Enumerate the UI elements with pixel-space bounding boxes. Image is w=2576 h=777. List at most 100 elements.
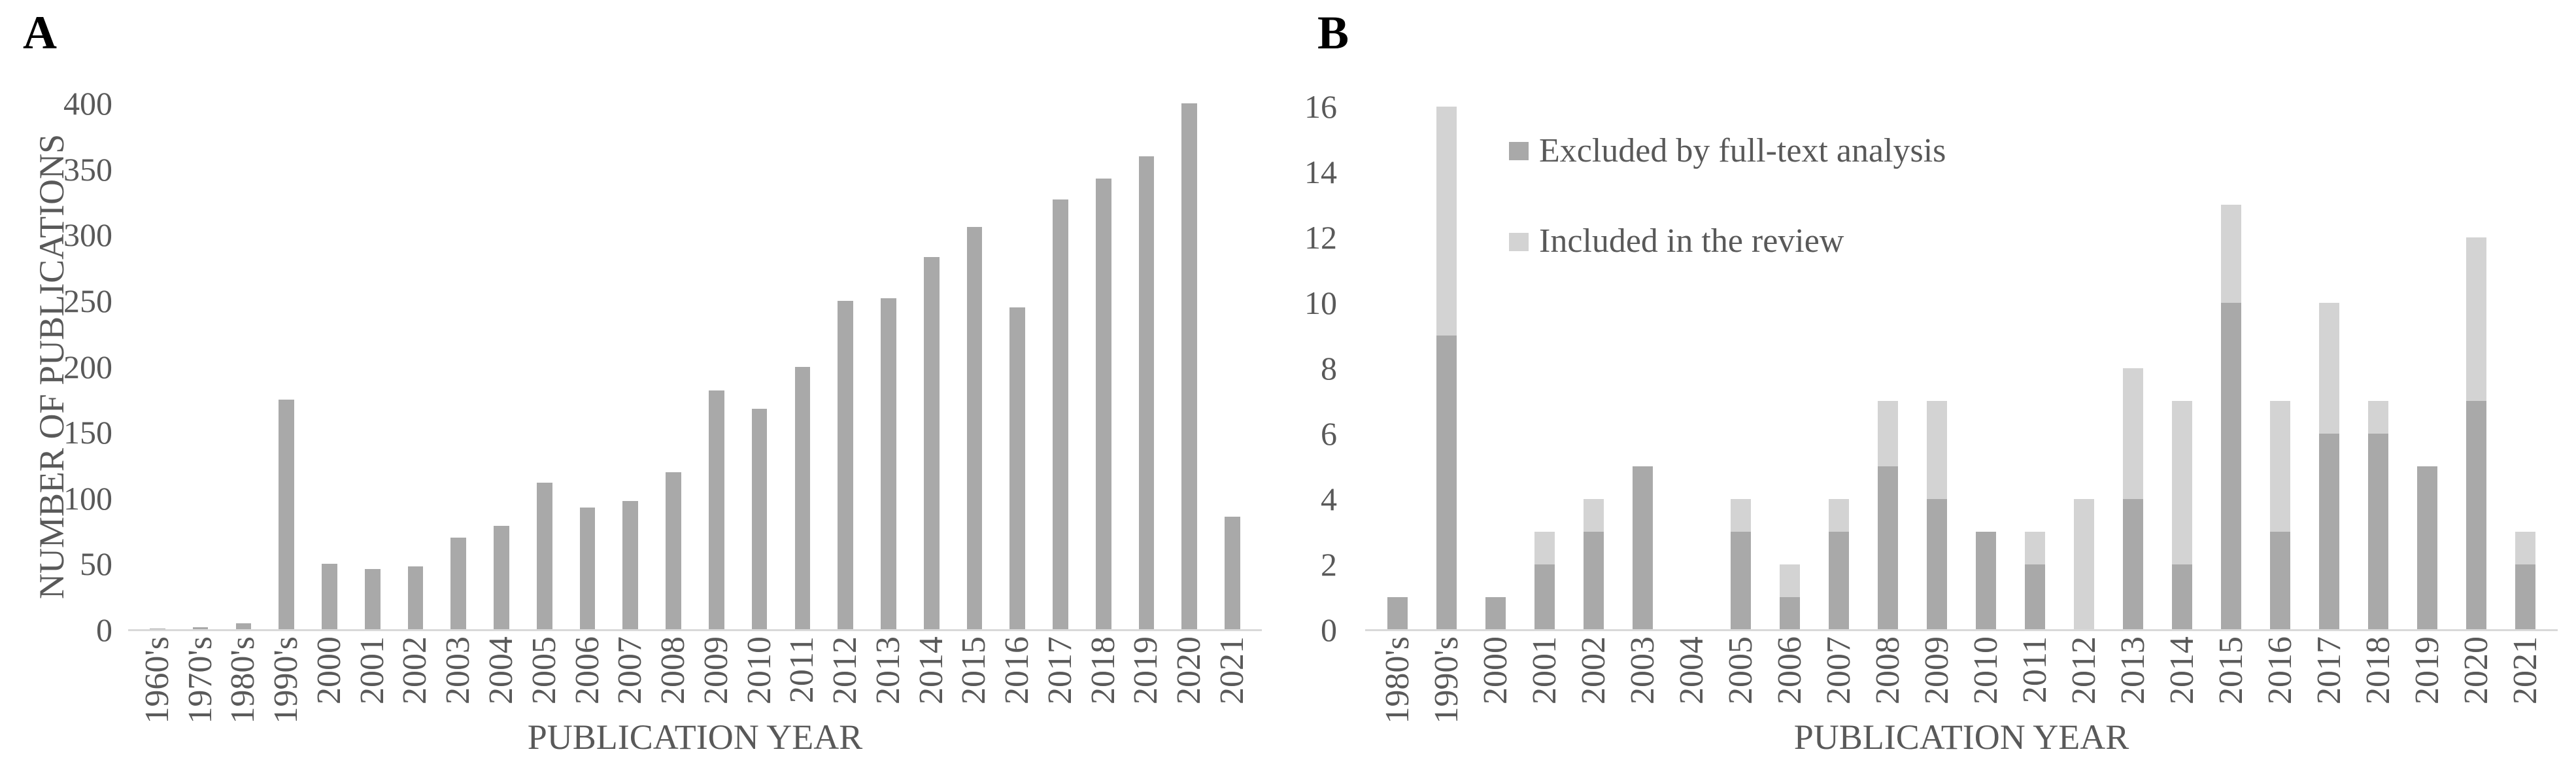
x-tick-label: 2012 <box>2065 636 2103 704</box>
panel-a-plot-area: 0 50 100 150 200 250 300 350 400 1960's 1970's 198… <box>63 87 1262 724</box>
bar-slot <box>1211 103 1254 630</box>
x-tick-label: 2017 <box>1041 636 1079 704</box>
bar-segment <box>2318 434 2340 630</box>
bar-segment <box>2171 564 2193 630</box>
bar-segment <box>709 390 724 630</box>
bar-2010 <box>751 103 768 630</box>
bar-segment <box>1534 564 1555 630</box>
x-tick-label: 2021 <box>1213 636 1251 704</box>
bar-2020 <box>2466 107 2487 630</box>
bar-segment <box>1436 336 1457 630</box>
panel-b-bars <box>1373 107 2550 630</box>
bar-segment <box>2367 401 2389 434</box>
bar-2011 <box>794 103 811 630</box>
bar-slot <box>351 103 394 630</box>
bar-2010 <box>1975 107 1997 630</box>
bar-2005 <box>1730 107 1752 630</box>
bar-segment <box>450 538 467 630</box>
x-tick-label: 2004 <box>1672 636 1710 704</box>
bar-slot <box>179 103 222 630</box>
y-tick-label: 400 <box>63 85 112 122</box>
y-tick-label: 8 <box>1321 350 1337 387</box>
bar-2016 <box>1009 103 1026 630</box>
bar-segment <box>1828 499 1850 532</box>
x-tick-label: 2005 <box>525 636 563 704</box>
bar-segment <box>1779 597 1801 630</box>
bar-slot <box>695 103 738 630</box>
bar-2004 <box>494 103 509 630</box>
bar-2003 <box>1632 107 1653 630</box>
x-tick-label: 2008 <box>654 636 692 704</box>
bar-segment <box>666 472 681 630</box>
x-tick-label: 2014 <box>912 636 950 704</box>
x-tick-label: 2003 <box>1623 636 1661 704</box>
bar-slot <box>1912 107 1961 630</box>
bar-slot <box>1765 107 1814 630</box>
panel-a-x-axis-line <box>128 629 1262 631</box>
x-tick-label: 2005 <box>1721 636 1759 704</box>
y-tick-label: 0 <box>1321 612 1337 648</box>
bar-2007 <box>622 103 639 630</box>
x-tick-label: 2020 <box>1170 636 1208 704</box>
x-tick-label: 2010 <box>1967 636 2005 704</box>
x-tick-label: 2017 <box>2310 636 2348 704</box>
bar-segment <box>2171 401 2193 564</box>
bar-segment <box>1730 499 1752 532</box>
bar-2011 <box>2024 107 2046 630</box>
bar-segment <box>2515 564 2536 630</box>
bar-segment <box>1926 499 1948 630</box>
legend-label-excluded: Excluded by full-text analysis <box>1539 132 1946 169</box>
x-tick-label: 1960's <box>138 636 176 724</box>
bar-slot <box>1961 107 2010 630</box>
x-tick-label: 2003 <box>439 636 477 704</box>
x-tick-label: 2001 <box>1525 636 1563 704</box>
bar-2018 <box>2367 107 2389 630</box>
bar-slot <box>824 103 867 630</box>
panel-a-x-axis-title: PUBLICATION YEAR <box>527 717 863 757</box>
x-tick-label: 2001 <box>353 636 391 704</box>
x-tick-label: 2015 <box>2212 636 2250 704</box>
x-tick-label: 2021 <box>2506 636 2544 704</box>
x-tick-label: 2018 <box>2359 636 2397 704</box>
bar-slot <box>1039 103 1082 630</box>
bar-segment <box>2122 499 2144 630</box>
x-tick-label: 2000 <box>310 636 348 704</box>
panel-b: B 0 2 4 6 8 10 12 14 16 1980's 1990's 2000 2001 2002… <box>1288 0 2576 777</box>
x-tick-label: 2015 <box>955 636 993 704</box>
bar-2007 <box>1828 107 1850 630</box>
x-tick-label: 2018 <box>1084 636 1122 704</box>
bar-slot <box>910 103 953 630</box>
bar-segment <box>279 399 295 630</box>
x-tick-label: 2020 <box>2457 636 2495 704</box>
bar-2012 <box>838 103 853 630</box>
panel-b-plot-area: 0 2 4 6 8 10 12 14 16 1980's 1990's 2000 2001 2002 20… <box>1304 90 2558 724</box>
x-tick-label: 2016 <box>2261 636 2299 704</box>
x-tick-label: 2008 <box>1869 636 1907 704</box>
bar-slot <box>1168 103 1211 630</box>
bar-slot <box>2452 107 2501 630</box>
bar-2009 <box>1926 107 1948 630</box>
bar-slot <box>2256 107 2305 630</box>
legend: Excluded by full-text analysis Included … <box>1509 131 1946 312</box>
bar-slot <box>2158 107 2207 630</box>
bar-slot <box>566 103 609 630</box>
bar-slot <box>867 103 910 630</box>
x-tick-label: 2006 <box>1771 636 1808 704</box>
bar-segment <box>2024 532 2046 564</box>
x-tick-label: 2004 <box>483 636 520 704</box>
bar-segment <box>494 526 509 630</box>
x-tick-label: 2011 <box>2016 636 2054 704</box>
legend-item-excluded: Excluded by full-text analysis <box>1509 131 1946 171</box>
bar-1990's <box>279 103 295 630</box>
bar-slot <box>136 103 179 630</box>
bar-2015 <box>2220 107 2242 630</box>
bar-slot <box>953 103 996 630</box>
bar-slot <box>222 103 265 630</box>
legend-label-included: Included in the review <box>1539 222 1844 260</box>
panel-b-x-axis-title: PUBLICATION YEAR <box>1793 717 2129 757</box>
bar-2012 <box>2073 107 2095 630</box>
panel-b-y-axis-ticks: 0 2 4 6 8 10 12 14 16 <box>1259 90 1337 646</box>
bar-segment <box>622 500 639 630</box>
bar-1990's <box>1436 107 1457 630</box>
bar-segment <box>1387 597 1408 630</box>
